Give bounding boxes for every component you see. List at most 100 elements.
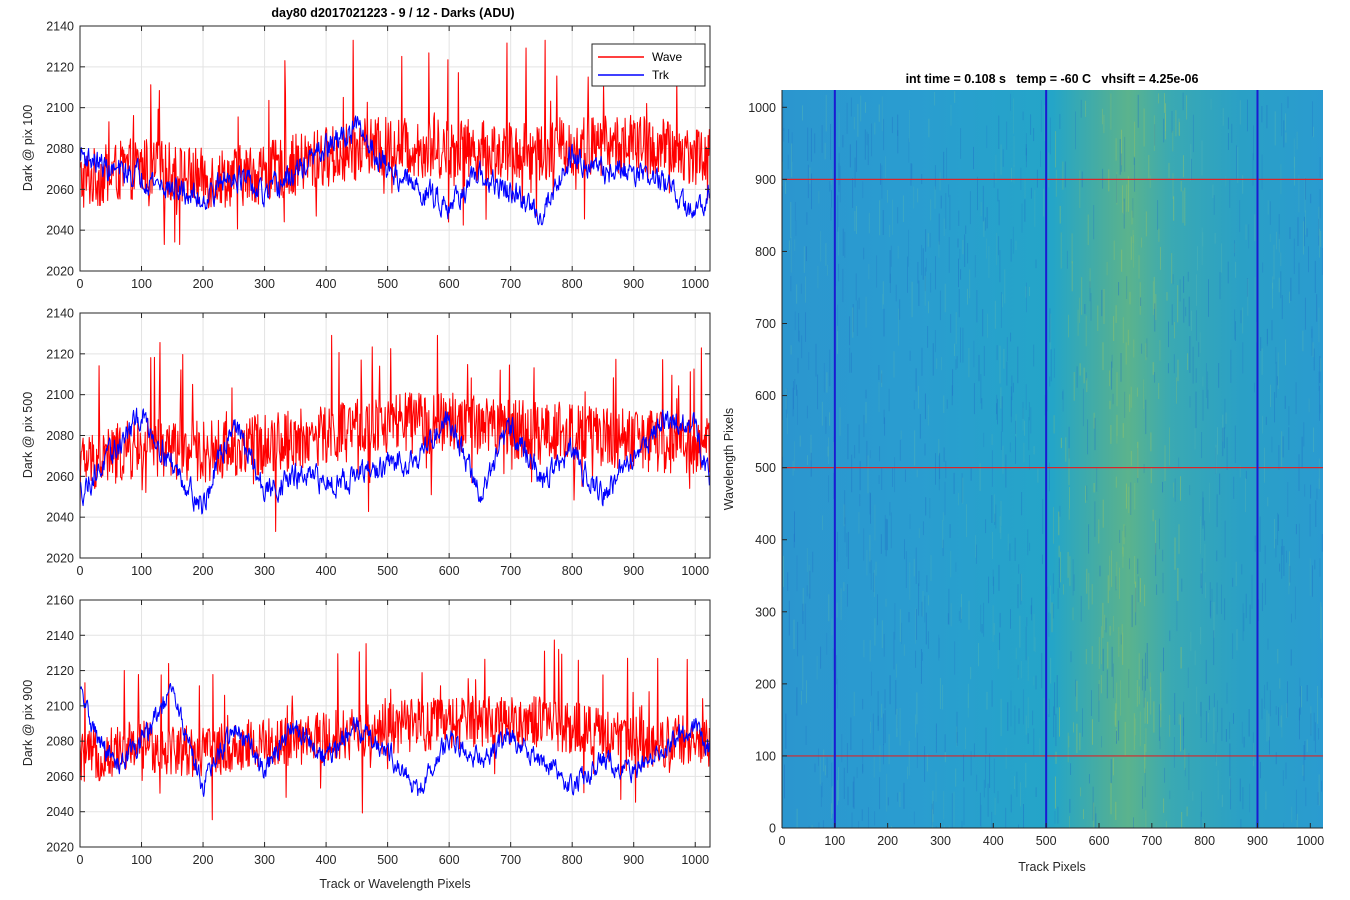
y-tick-label: 2020: [46, 265, 74, 279]
x-tick-label: 0: [77, 277, 84, 291]
series-wave-line: [79, 334, 710, 532]
heatmap-x-tick-label: 300: [930, 834, 951, 848]
heatmap-y-tick-label: 900: [755, 173, 776, 187]
x-tick-label: 300: [254, 564, 275, 578]
heatmap-x-tick-label: 0: [779, 834, 786, 848]
x-tick-label: 100: [131, 853, 152, 867]
series-wave-line: [79, 39, 710, 245]
x-tick-label: 700: [500, 564, 521, 578]
x-tick-label: 0: [77, 853, 84, 867]
x-tick-label: 300: [254, 853, 275, 867]
heatmap-panel: 0 100 200 300 400 500 600 700 800 900 1000 0 100 200 3…: [722, 72, 1324, 874]
y-tick-label: 2060: [46, 470, 74, 484]
y-tick-label: 2040: [46, 805, 74, 819]
y-tick-label: 2060: [46, 183, 74, 197]
heatmap-x-tick-label: 800: [1194, 834, 1215, 848]
x-tick-label: 200: [193, 853, 214, 867]
x-tick-label: 800: [562, 853, 583, 867]
x-tick-label: 800: [562, 277, 583, 291]
y-tick-label: 2120: [46, 347, 74, 361]
y-tick-label: 2100: [46, 699, 74, 713]
legend-trk-label: Trk: [652, 68, 670, 82]
y-tick-label: 2140: [46, 629, 74, 643]
y-tick-label: 2040: [46, 511, 74, 525]
heatmap-y-tick-label: 600: [755, 389, 776, 403]
heatmap-x-tick-label: 500: [1036, 834, 1057, 848]
x-tick-label: 400: [316, 564, 337, 578]
y-tick-label: 2120: [46, 664, 74, 678]
legend-wave-label: Wave: [652, 50, 683, 64]
heatmap-x-tick-label: 400: [983, 834, 1004, 848]
x-tick-label: 500: [377, 564, 398, 578]
heatmap-texture: [781, 91, 1323, 828]
x-tick-label: 800: [562, 564, 583, 578]
heatmap-ylabel: Wavelength Pixels: [722, 408, 736, 510]
series-trk-line: [79, 115, 710, 226]
y-tick-label: 2140: [46, 307, 74, 321]
x-tick-label: 0: [77, 564, 84, 578]
y-tick-label: 2060: [46, 770, 74, 784]
heatmap-y-tick-label: 800: [755, 245, 776, 259]
x-tick-label: 700: [500, 853, 521, 867]
x-tick-label: 600: [439, 853, 460, 867]
heatmap-x-tick-label: 200: [877, 834, 898, 848]
axes-box: [79, 599, 711, 848]
y-tick-label: 2040: [46, 224, 74, 238]
series-wave-line: [79, 639, 710, 821]
ylabel-panel-2: Dark @ pix 500: [21, 392, 35, 478]
heatmap-y-tick-label: 400: [755, 533, 776, 547]
x-tick-label: 900: [623, 564, 644, 578]
x-tick-label: 1000: [681, 853, 709, 867]
legend: Wave Trk: [591, 43, 706, 87]
heatmap-y-tick-label: 1000: [748, 101, 776, 115]
x-tick-label: 100: [131, 564, 152, 578]
heatmap-y-tick-label: 200: [755, 677, 776, 691]
x-tick-label: 500: [377, 853, 398, 867]
x-tick-label: 1000: [681, 277, 709, 291]
x-tick-label: 500: [377, 277, 398, 291]
heatmap-y-tick-label: 700: [755, 317, 776, 331]
heatmap-x-tick-label: 700: [1141, 834, 1162, 848]
y-tick-label: 2140: [46, 20, 74, 34]
series-trk-line: [79, 407, 710, 515]
y-tick-label: 2120: [46, 60, 74, 74]
x-tick-label: 600: [439, 564, 460, 578]
ylabel-panel-3: Dark @ pix 900: [21, 680, 35, 766]
x-tick-label: 400: [316, 853, 337, 867]
x-tick-label: 200: [193, 277, 214, 291]
y-tick-label: 2020: [46, 841, 74, 855]
figure-title: day80 d2017021223 - 9 / 12 - Darks (ADU): [271, 6, 514, 20]
y-tick-label: 2080: [46, 735, 74, 749]
heatmap-y-tick-label: 500: [755, 461, 776, 475]
x-tick-label: 200: [193, 564, 214, 578]
x-tick-label: 100: [131, 277, 152, 291]
heatmap-x-tick-label: 600: [1089, 834, 1110, 848]
line-panel-2: 0 100 200 300 400 500 600 700 800 900 1000 2020 2040…: [21, 307, 711, 578]
heatmap-x-tick-label: 900: [1247, 834, 1268, 848]
y-tick-label: 2160: [46, 594, 74, 608]
y-tick-label: 2080: [46, 142, 74, 156]
heatmap-image: [782, 90, 1323, 828]
line-panel-1: 0 100 200 300 400 500 600 700 800 900 1000 2020 2040…: [21, 6, 711, 291]
x-tick-label: 900: [623, 277, 644, 291]
ylabel-panel-1: Dark @ pix 100: [21, 105, 35, 191]
heatmap-y-tick-label: 100: [755, 749, 776, 763]
line-panel-3: 0 100 200 300 400 500 600 700 800 900 1000 2020 2040…: [21, 594, 711, 891]
heatmap-y-tick-label: 0: [769, 822, 776, 836]
heatmap-title: int time = 0.108 s temp = -60 C vhsift =…: [906, 72, 1199, 86]
x-tick-label: 700: [500, 277, 521, 291]
heatmap-x-tick-label: 1000: [1296, 834, 1324, 848]
y-tick-label: 2100: [46, 388, 74, 402]
x-tick-label: 1000: [681, 564, 709, 578]
heatmap-xlabel: Track Pixels: [1018, 860, 1086, 874]
x-tick-label: 300: [254, 277, 275, 291]
series-trk-line: [79, 682, 710, 797]
x-tick-label: 900: [623, 853, 644, 867]
y-tick-label: 2020: [46, 552, 74, 566]
y-tick-label: 2100: [46, 101, 74, 115]
legend-box: [591, 43, 706, 87]
xlabel-panel-3: Track or Wavelength Pixels: [319, 877, 470, 891]
x-tick-label: 400: [316, 277, 337, 291]
heatmap-y-tick-label: 300: [755, 605, 776, 619]
